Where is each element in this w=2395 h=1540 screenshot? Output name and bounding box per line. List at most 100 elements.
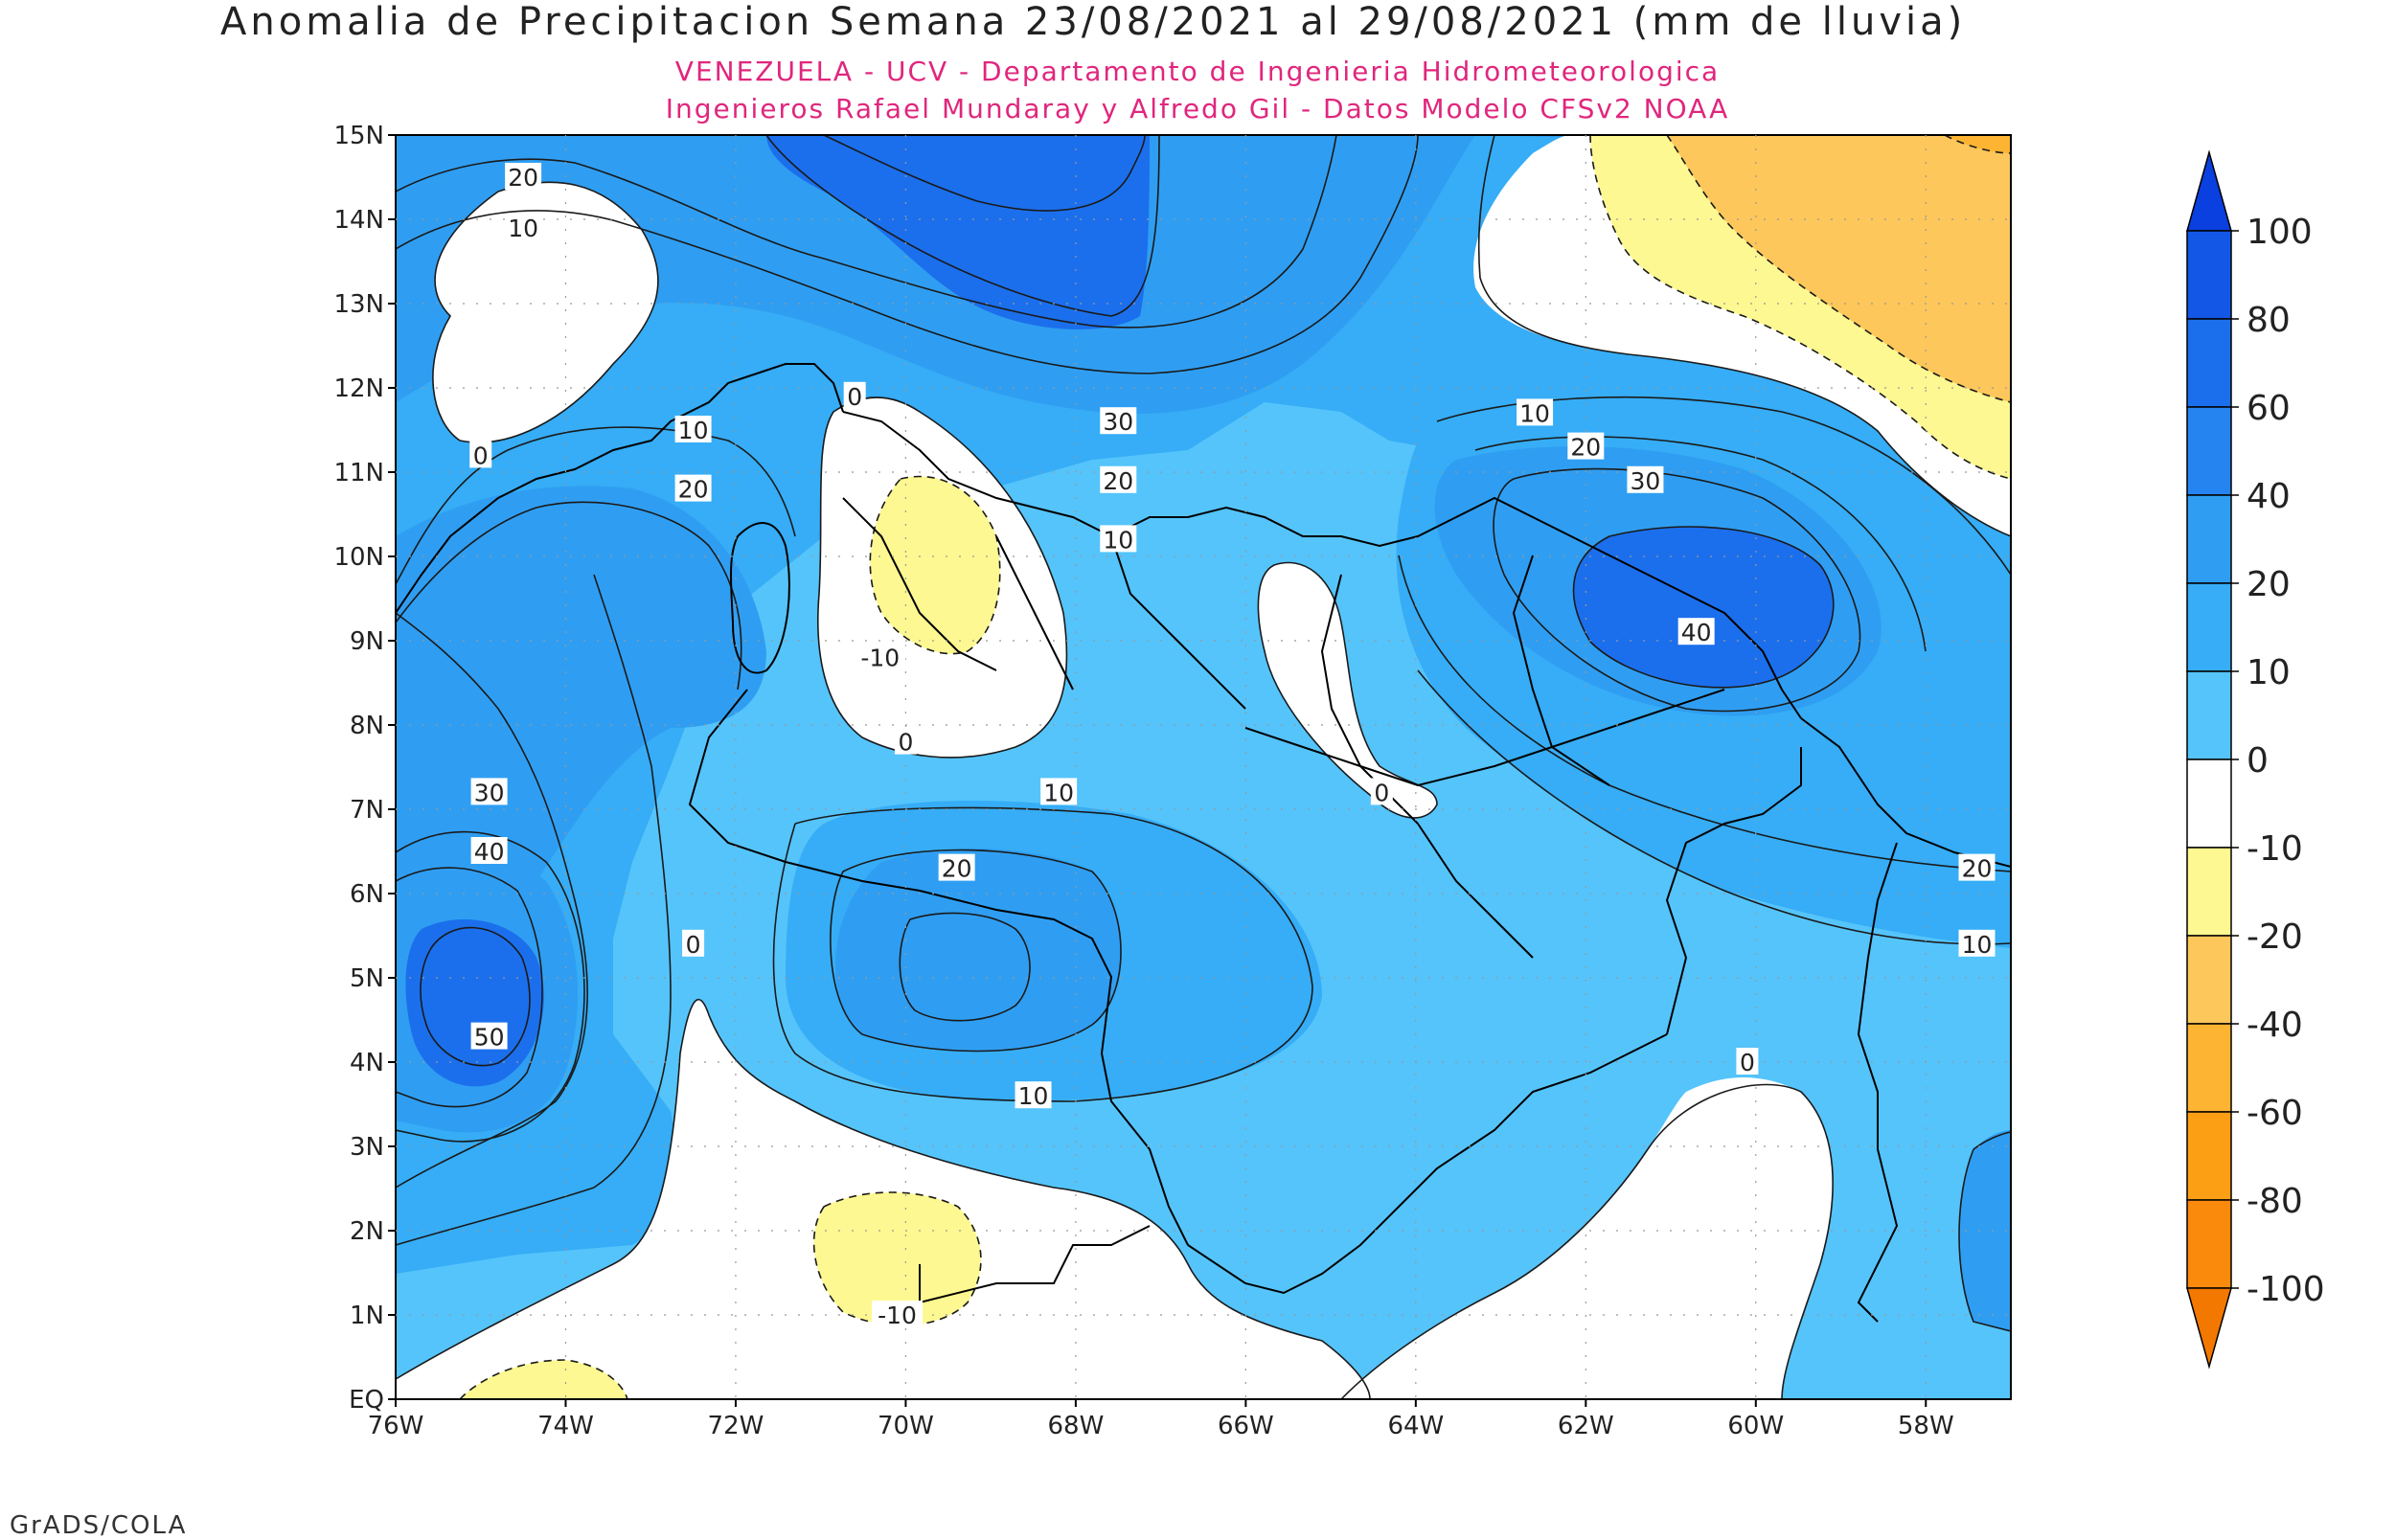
contour-0-southeast bbox=[1340, 1083, 1834, 1399]
map-subtitle-institution: VENEZUELA - UCV - Departamento de Ingeni… bbox=[674, 56, 1721, 87]
lat-tick-label: 5N bbox=[350, 964, 384, 993]
colorbar-label: -80 bbox=[2247, 1182, 2303, 1221]
contour-label: 0 bbox=[847, 383, 862, 411]
border-venezuela-brazil bbox=[1187, 1033, 1668, 1295]
contour-label: 10 bbox=[1043, 779, 1074, 806]
contour-label: 0 bbox=[898, 729, 913, 757]
contour-20-north bbox=[396, 135, 1337, 328]
contour-10-north bbox=[396, 135, 1419, 374]
field-20-40-llanos bbox=[835, 849, 1121, 1052]
contour-30-east bbox=[1493, 467, 1861, 713]
colorbar-label: -40 bbox=[2247, 1006, 2303, 1045]
internal-border-2 bbox=[995, 535, 1074, 691]
contour-40-north bbox=[823, 135, 1146, 212]
colorbar-top-arrow bbox=[2186, 149, 2232, 232]
border-venezuela-guyana bbox=[1665, 747, 1802, 1035]
field-40-60-delta bbox=[1573, 527, 1834, 688]
field-orange-ne bbox=[1667, 135, 2011, 402]
contour-label: 10 bbox=[1519, 399, 1550, 427]
lat-tick-label: 1N bbox=[350, 1302, 384, 1330]
contour-label-bg bbox=[674, 416, 712, 442]
contour-label-bg bbox=[1567, 432, 1605, 460]
lat-tick-label: 3N bbox=[350, 1133, 384, 1162]
contour-label-bg bbox=[470, 1022, 508, 1050]
contour-neg10-ne bbox=[1589, 135, 2011, 480]
contour-20-guyana bbox=[1398, 555, 2011, 872]
lon-tick-label: 66W bbox=[1218, 1412, 1274, 1440]
contour-label: -10 bbox=[860, 645, 900, 672]
contour-20-east bbox=[1474, 436, 1927, 652]
contour-label: 40 bbox=[474, 838, 505, 866]
contour-neg10-south bbox=[812, 1191, 982, 1326]
orinoco-river bbox=[1244, 689, 1725, 787]
lon-tick-label: 60W bbox=[1727, 1412, 1784, 1440]
colorbar-label: 80 bbox=[2247, 301, 2291, 340]
colorbar-segment bbox=[2186, 1199, 2232, 1289]
contour-label-bg bbox=[1015, 1081, 1052, 1109]
lon-tick-label: 64W bbox=[1387, 1412, 1444, 1440]
field-40-60-colombia bbox=[405, 919, 544, 1087]
internal-border-3 bbox=[1110, 535, 1246, 710]
contour-label: 20 bbox=[1962, 855, 1993, 883]
contour-label: 50 bbox=[474, 1024, 505, 1052]
contour-20-west bbox=[396, 501, 742, 691]
negative-contour-lines bbox=[459, 135, 2011, 1399]
contour-label-bg bbox=[1677, 618, 1715, 645]
contour-labels: 20 10 0 10 20 0 30 20 10 -10 0 0 10 20 30 40 30 40 50 10 20 0… bbox=[469, 163, 1996, 1329]
contour-label: 10 bbox=[678, 417, 709, 444]
lat-tick-label: 2N bbox=[350, 1217, 384, 1246]
contour-label-bg bbox=[470, 778, 508, 805]
lat-tick-label: 14N bbox=[333, 206, 384, 235]
contour-label: 30 bbox=[1103, 408, 1133, 436]
longitude-axis: 76W 74W 72W 70W 68W 66W 64W 62W 60W 58W bbox=[368, 1399, 1954, 1440]
coastlines-borders bbox=[396, 363, 2011, 1323]
contour-label-bg bbox=[1040, 778, 1078, 805]
contour-label: 20 bbox=[942, 855, 972, 883]
colorbar-label: 40 bbox=[2247, 477, 2291, 516]
contour-label-bg bbox=[682, 929, 705, 957]
contour-30-north bbox=[765, 135, 1160, 317]
contour-label: 20 bbox=[678, 476, 709, 504]
contour-label-bg bbox=[938, 853, 975, 881]
lat-tick-label: 6N bbox=[350, 880, 384, 909]
colorbar-label: -100 bbox=[2247, 1270, 2325, 1309]
colorbar-label: -60 bbox=[2247, 1094, 2303, 1133]
colorbar-label: 0 bbox=[2247, 741, 2269, 781]
contour-10-guyana bbox=[1417, 669, 2011, 945]
contour-label-bg bbox=[505, 163, 542, 190]
contour-label: 20 bbox=[508, 164, 538, 192]
contour-50-colombia bbox=[420, 926, 531, 1067]
latitude-axis: EQ 1N 2N 3N 4N 5N 6N 7N 8N 9N 10N 11N 12N 13N 14N 15N bbox=[333, 122, 396, 1415]
colorbar-segment bbox=[2186, 230, 2232, 320]
contour-label-bg bbox=[1627, 465, 1664, 493]
contour-label: 10 bbox=[1103, 526, 1133, 554]
contour-10-central bbox=[772, 806, 1313, 1102]
contour-label: 0 bbox=[1374, 779, 1389, 806]
colorbar-segment bbox=[2186, 847, 2232, 937]
contour-label: 40 bbox=[1681, 619, 1712, 646]
lat-tick-label: 13N bbox=[333, 290, 384, 319]
field-white-lara bbox=[1258, 562, 1437, 818]
field-yellow-maracaibo bbox=[870, 476, 1000, 654]
colorbar-segment bbox=[2186, 406, 2232, 496]
contour-label: 0 bbox=[686, 931, 701, 959]
contour-lines bbox=[396, 135, 2011, 1399]
colorbar-segment bbox=[2186, 582, 2232, 672]
lon-tick-label: 58W bbox=[1898, 1412, 1954, 1440]
colorbar-segment bbox=[2186, 759, 2232, 849]
colorbar-segment bbox=[2186, 494, 2232, 584]
field-20-40-guyana bbox=[1959, 1130, 2011, 1331]
field-yellow-south bbox=[813, 1192, 981, 1325]
lon-tick-label: 62W bbox=[1558, 1412, 1614, 1440]
lat-tick-label: 15N bbox=[333, 122, 384, 150]
colorbar-label: -20 bbox=[2247, 917, 2303, 957]
contour-label: 30 bbox=[1631, 467, 1661, 495]
lon-tick-label: 76W bbox=[368, 1412, 424, 1440]
lon-tick-label: 68W bbox=[1047, 1412, 1104, 1440]
colorbar-segment bbox=[2186, 1023, 2232, 1113]
coastline-colombia-north bbox=[396, 363, 844, 614]
lat-tick-label: 4N bbox=[350, 1049, 384, 1077]
contour-label-bg bbox=[1100, 465, 1137, 493]
contour-label: 30 bbox=[474, 779, 505, 806]
